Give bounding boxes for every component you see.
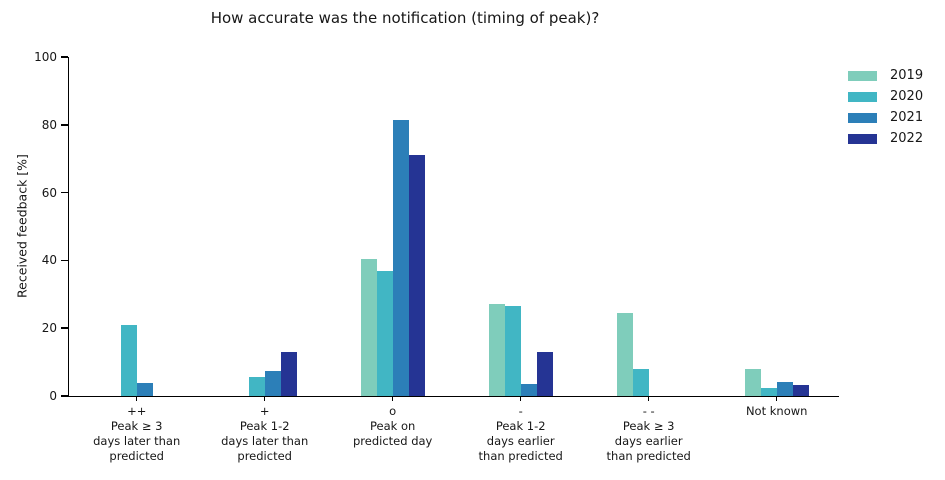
bar-2019 [488, 304, 505, 396]
y-tick [61, 327, 68, 329]
x-tick [135, 396, 138, 401]
bar-2020 [376, 270, 393, 396]
y-tick [61, 56, 68, 58]
legend-item-2019: 2019 [848, 65, 923, 86]
bar-2021 [136, 383, 153, 396]
x-tick [775, 396, 778, 401]
y-tick [61, 259, 68, 262]
y-tick [61, 395, 68, 397]
legend-item-2020: 2020 [848, 86, 923, 107]
bar-2019 [360, 258, 377, 396]
x-tick-label: - - Peak ≥ 3 days earlier than predicted [606, 404, 691, 463]
y-tick [61, 124, 68, 126]
x-tick-label: o Peak on predicted day [353, 404, 433, 448]
legend-item-2021: 2021 [848, 107, 923, 128]
bar-2022 [408, 155, 425, 396]
x-tick-label: ++ Peak ≥ 3 days later than predicted [93, 404, 181, 463]
bar-2020 [120, 324, 137, 396]
bar-2021 [520, 384, 537, 396]
bar-2021 [392, 119, 409, 396]
y-tick-label: 80 [41, 117, 57, 132]
bar-2020 [760, 387, 777, 396]
bar-2022 [280, 351, 297, 396]
x-tick [263, 396, 266, 401]
y-tick-label: 0 [49, 389, 57, 403]
legend-swatch-2021 [848, 112, 877, 123]
legend-label-2022: 2022 [890, 131, 924, 146]
bar-2020 [248, 377, 265, 396]
x-tick-label: Not known [745, 404, 808, 418]
chart-title: How accurate was the notification (timin… [210, 9, 600, 27]
legend: 2019 2020 2021 2022 [848, 65, 923, 149]
bar-2022 [792, 384, 809, 396]
legend-swatch-2022 [848, 133, 877, 144]
bar-2021 [264, 370, 281, 396]
plot-area: 0 20 40 60 80 100 ++ Peak ≥ 3 days later than … [34, 50, 839, 463]
x-tick-label: + Peak 1-2 days later than predicted [221, 404, 309, 463]
y-tick-label: 60 [41, 185, 57, 200]
bar-2020 [632, 368, 649, 396]
bar-2019 [616, 312, 633, 396]
y-tick-label: 40 [41, 253, 57, 268]
x-tick [519, 396, 522, 401]
x-tick-label: - Peak 1-2 days earlier than predicted [478, 404, 563, 463]
bar-2021 [776, 382, 793, 396]
y-tick-label: 100 [34, 50, 57, 64]
legend-label-2019: 2019 [890, 68, 924, 83]
legend-label-2020: 2020 [890, 89, 924, 104]
legend-swatch-2019 [848, 70, 877, 81]
legend-item-2022: 2022 [848, 128, 923, 149]
x-tick [647, 396, 650, 401]
y-tick-label: 20 [41, 321, 57, 336]
legend-swatch-2020 [848, 91, 877, 102]
x-tick [391, 396, 394, 401]
bar-2019 [744, 368, 761, 396]
legend-label-2021: 2021 [890, 110, 924, 125]
y-tick [61, 191, 68, 194]
bar-2022 [536, 351, 553, 396]
bar-2020 [504, 306, 521, 396]
y-axis-label: Received feedback [%] [14, 154, 30, 298]
